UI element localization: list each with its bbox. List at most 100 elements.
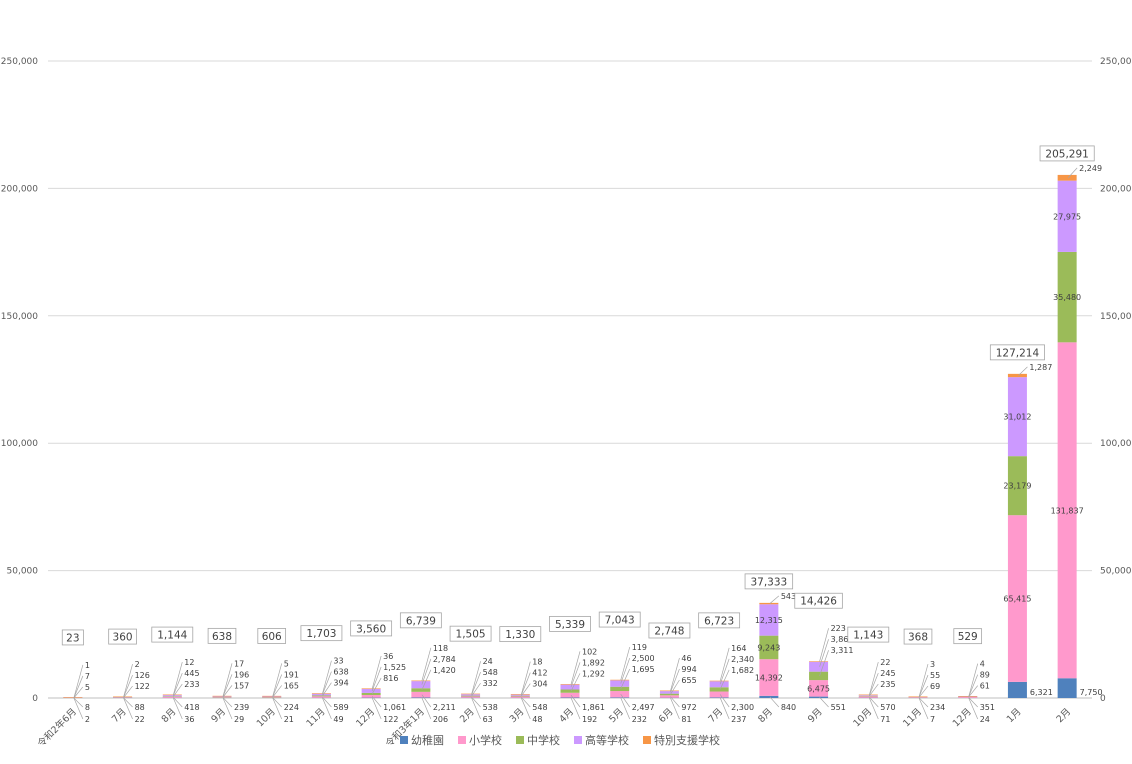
- bar-segment: [809, 661, 829, 672]
- leader-line: [968, 674, 979, 697]
- x-tick-label: 4月: [557, 706, 576, 725]
- data-label: 65,415: [1003, 595, 1031, 604]
- data-label: 35,480: [1053, 293, 1081, 302]
- data-label: 119: [632, 643, 647, 652]
- data-label: 196: [234, 670, 249, 679]
- leader-line: [819, 628, 829, 662]
- bar-segment: [1057, 678, 1077, 698]
- leader-line: [73, 697, 84, 708]
- leader-line: [371, 655, 382, 690]
- data-label: 49: [333, 715, 343, 724]
- data-label: 538: [483, 703, 498, 712]
- data-label: 24: [980, 715, 990, 724]
- bar-segment: [411, 680, 431, 682]
- leader-line: [123, 697, 133, 720]
- leader-line: [869, 696, 879, 708]
- leader-line: [918, 674, 929, 698]
- data-label: 2,211: [433, 703, 456, 712]
- data-label: 122: [135, 682, 150, 691]
- total-label-box: [207, 627, 237, 644]
- legend-label: 中学校: [527, 733, 560, 747]
- bar-segment: [858, 695, 878, 696]
- leader-line: [570, 662, 581, 688]
- data-label: 570: [880, 703, 895, 712]
- bar-segment: [560, 697, 580, 698]
- total-label-box: [108, 628, 137, 645]
- data-label: 63: [483, 715, 493, 724]
- leader-line: [521, 696, 531, 708]
- data-label: 638: [333, 668, 348, 677]
- total-label: 6,723: [704, 615, 734, 627]
- total-label-box: [449, 625, 492, 642]
- bar-segment: [461, 694, 481, 696]
- data-label: 31,012: [1003, 413, 1031, 422]
- leader-line: [123, 663, 133, 698]
- leader-line: [471, 672, 481, 696]
- data-label: 2: [135, 660, 140, 669]
- bar-segment: [709, 691, 729, 698]
- total-label-box: [257, 628, 287, 644]
- leader-line: [272, 663, 283, 697]
- leader-line: [670, 697, 680, 720]
- leader-line: [670, 657, 680, 692]
- data-label: 88: [135, 703, 145, 712]
- bar-segment: [709, 680, 729, 682]
- bar-segment: [113, 696, 133, 698]
- leader-line: [322, 697, 332, 720]
- bar-segment: [461, 693, 481, 695]
- bar-segment: [1057, 174, 1077, 181]
- data-label: 2,784: [433, 655, 456, 664]
- y-tick-label-left: 200,000: [1, 184, 38, 194]
- data-label: 36: [383, 652, 393, 661]
- y-tick-label-left: 0: [32, 694, 38, 704]
- bar-segment: [809, 680, 829, 697]
- leader-line: [371, 697, 382, 720]
- leader-line: [222, 674, 233, 697]
- data-label: 22: [135, 715, 145, 724]
- total-label-box: [989, 344, 1045, 361]
- leader-line: [769, 595, 780, 604]
- data-label: 1,525: [383, 663, 406, 672]
- leader-line: [471, 696, 481, 708]
- x-tick-label: 10月: [255, 706, 278, 729]
- leader-line: [918, 697, 929, 720]
- y-tick-label-right: 250,000: [1100, 57, 1132, 67]
- total-label: 638: [212, 631, 232, 643]
- total-label-box: [744, 573, 794, 590]
- total-label-box: [953, 628, 983, 645]
- data-label: 18: [532, 658, 542, 667]
- data-label: 55: [930, 671, 940, 680]
- bar-segment: [411, 688, 431, 692]
- leader-line: [322, 696, 332, 708]
- leader-line: [570, 673, 581, 692]
- total-label: 127,214: [996, 347, 1040, 359]
- y-tick-label-left: 50,000: [7, 567, 39, 577]
- x-tick-label: 7月: [110, 706, 129, 725]
- leader-line: [719, 658, 730, 685]
- data-label: 1,682: [731, 666, 754, 675]
- data-label: 17: [234, 659, 244, 668]
- total-label: 1,505: [456, 629, 486, 641]
- data-label: 14,392: [755, 674, 783, 683]
- leader-line: [471, 661, 481, 695]
- total-label: 7,043: [605, 615, 635, 627]
- data-label: 840: [781, 703, 796, 712]
- leader-line: [819, 639, 829, 667]
- bar-segment: [659, 695, 679, 698]
- leader-line: [819, 697, 829, 708]
- leader-line: [222, 685, 233, 698]
- x-tick-label: 5月: [607, 706, 626, 725]
- data-label: 23,179: [1003, 482, 1031, 491]
- data-label: 304: [532, 680, 547, 689]
- bar-segment: [510, 695, 530, 697]
- data-label: 394: [333, 679, 348, 688]
- total-label-box: [151, 626, 194, 643]
- bar-segment: [659, 691, 679, 694]
- bar-segment: [262, 697, 282, 698]
- leader-line: [918, 663, 929, 698]
- bar-segment: [610, 679, 630, 681]
- data-label: 548: [532, 703, 547, 712]
- x-tick-label: 8月: [756, 706, 775, 725]
- y-tick-label-left: 100,000: [1, 439, 38, 449]
- leader-line: [322, 671, 332, 695]
